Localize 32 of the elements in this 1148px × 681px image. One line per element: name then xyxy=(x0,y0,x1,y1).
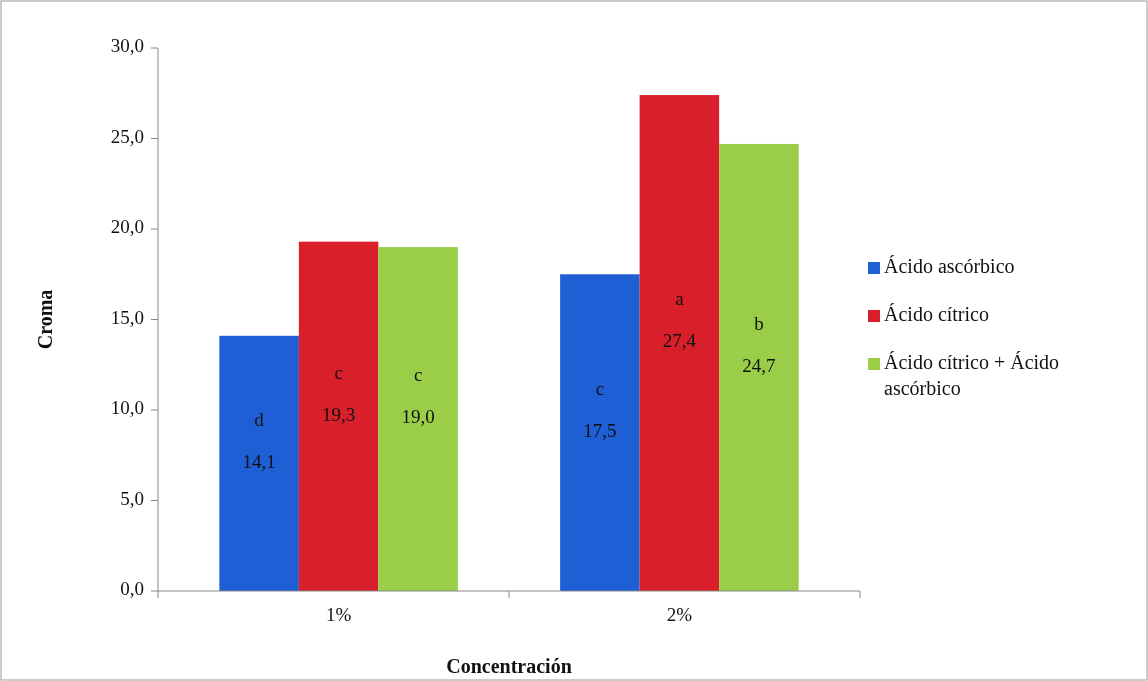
annotation: c xyxy=(595,377,605,399)
data-label: 17,5 xyxy=(583,419,617,441)
data-label: 19,0 xyxy=(401,406,435,428)
annotation: a xyxy=(675,288,685,310)
annotation: c xyxy=(413,364,423,386)
bar xyxy=(560,274,640,591)
annotation: c xyxy=(334,361,343,383)
y-axis-title: Croma xyxy=(34,289,56,350)
data-label: 27,4 xyxy=(662,330,697,352)
annotation: b xyxy=(754,312,764,334)
bar xyxy=(639,95,720,591)
bar xyxy=(219,335,299,591)
bar xyxy=(719,143,799,591)
legend-label: Ácido cítrico + Ácido ascórbico xyxy=(884,350,1060,399)
y-tick-label: 10,0 xyxy=(110,397,144,419)
y-tick-label: 30,0 xyxy=(110,35,144,57)
y-tick-label: 5,0 xyxy=(120,487,144,509)
legend-label: Ácido ascórbico xyxy=(884,254,1015,277)
y-tick-label: 0,0 xyxy=(120,578,144,600)
annotation: d xyxy=(254,408,265,430)
x-axis-title: Concentración xyxy=(446,655,572,677)
y-tick-label: 20,0 xyxy=(110,216,144,238)
bar xyxy=(298,241,379,591)
y-tick-label: 25,0 xyxy=(110,125,144,147)
data-label: 24,7 xyxy=(742,354,776,376)
x-tick-label: 2% xyxy=(666,604,693,625)
legend-label: Ácido cítrico xyxy=(884,302,989,325)
y-tick-label: 15,0 xyxy=(110,306,144,328)
data-label: 14,1 xyxy=(242,450,276,472)
bar xyxy=(378,247,458,591)
x-tick-label: 1% xyxy=(325,604,352,625)
data-label: 19,3 xyxy=(321,403,356,425)
